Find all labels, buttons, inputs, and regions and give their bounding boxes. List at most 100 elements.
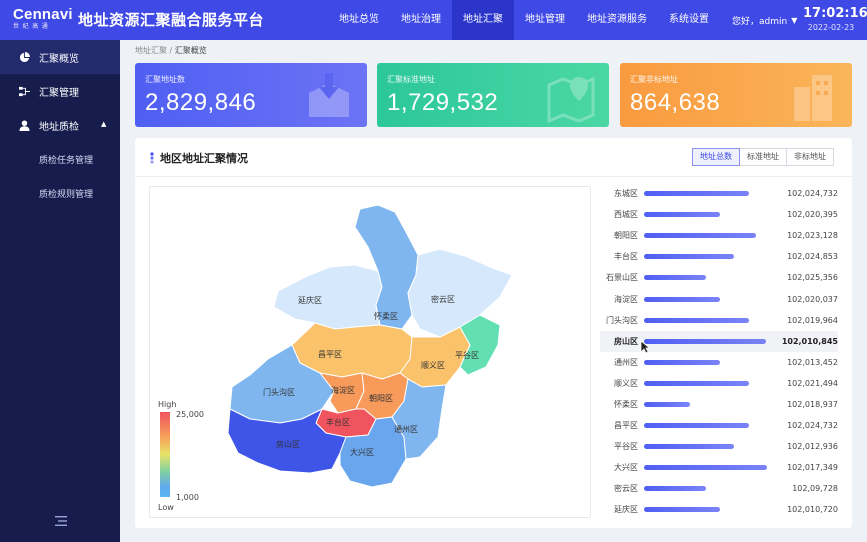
- ranking-bar: [644, 380, 749, 386]
- nav-address-aggregation[interactable]: 地址汇聚: [452, 0, 514, 40]
- legend-low-label: Low: [158, 503, 174, 512]
- beijing-map-svg: 延庆区 怀柔区 密云区 昌平区 顺义区 平谷区 门头沟区 海淀区 朝阳区 丰台区…: [227, 204, 513, 488]
- nav-system-settings[interactable]: 系统设置: [669, 14, 709, 25]
- sidebar-subitem-qc-rule-management[interactable]: 质检规则管理: [39, 189, 94, 200]
- ranking-district-name: 石景山区: [606, 273, 638, 283]
- ranking-row[interactable]: 东城区 102,024,732: [600, 183, 838, 204]
- stat-card-label: 汇聚地址数: [145, 75, 185, 84]
- tab-standard-addresses[interactable]: 标准地址: [739, 148, 787, 166]
- ranking-value: 102,020,395: [787, 210, 838, 220]
- ranking-row[interactable]: 石景山区 102,025,356: [600, 267, 838, 288]
- sidebar-item-label: 地址质检: [39, 121, 79, 133]
- district-daxing[interactable]: [339, 416, 407, 488]
- stat-card-nonstandard: 汇聚非标地址 864,638: [620, 63, 852, 127]
- ranking-row[interactable]: 海淀区 102,020,037: [600, 288, 838, 309]
- sidebar-item-aggregation-management[interactable]: 汇聚管理: [0, 74, 120, 108]
- ranking-value: 102,013,452: [787, 357, 838, 367]
- ranking-row[interactable]: 密云区 102,09,728: [600, 478, 838, 499]
- map-label-daxing: 大兴区: [350, 447, 374, 457]
- tab-total-addresses[interactable]: 地址总数: [692, 148, 740, 166]
- ranking-bar: [644, 465, 768, 471]
- map-pin-icon: [547, 76, 595, 123]
- map-label-pinggu: 平谷区: [455, 351, 479, 360]
- nav-address-overview[interactable]: 地址总览: [339, 14, 379, 25]
- panel-title: 地区地址汇聚情况: [150, 150, 248, 166]
- ranking-district-name: 平谷区: [614, 442, 638, 452]
- stat-card-value: 864,638: [630, 89, 721, 116]
- ranking-row[interactable]: 怀柔区 102,018,937: [600, 394, 838, 415]
- nav-address-management[interactable]: 地址管理: [525, 14, 565, 25]
- sidebar-item-address-qc[interactable]: 地址质检 ▲: [0, 108, 120, 142]
- ranking-row[interactable]: 昌平区 102,024,732: [600, 415, 838, 436]
- nav-address-resource-service[interactable]: 地址资源服务: [587, 14, 647, 25]
- ranking-row[interactable]: 房山区 102,010,845: [600, 330, 838, 352]
- map-label-mentougou: 门头沟区: [263, 387, 295, 397]
- user-icon: [19, 119, 30, 131]
- ranking-bar: [644, 423, 749, 429]
- stat-card-total: 汇聚地址数 2,829,846: [135, 63, 367, 127]
- ranking-district-name: 大兴区: [614, 463, 638, 473]
- ranking-district-name: 怀柔区: [614, 399, 638, 409]
- sidebar-item-aggregation-overview[interactable]: 汇聚概览: [0, 40, 120, 74]
- map-label-yanqing: 延庆区: [298, 295, 322, 305]
- legend-color-scale: [160, 412, 170, 497]
- ranking-bar: [644, 296, 720, 302]
- ranking-bar: [644, 275, 706, 281]
- stat-card-value: 1,729,532: [387, 89, 499, 116]
- ranking-value: 102,09,728: [792, 484, 838, 494]
- metric-tabs: 地址总数 标准地址 非标地址: [692, 148, 834, 166]
- clock-date: 2022-02-23: [807, 23, 855, 32]
- district-pinggu[interactable]: [459, 314, 501, 376]
- ranking-row[interactable]: 朝阳区 102,023,128: [600, 225, 838, 246]
- user-menu[interactable]: 您好，admin ▼: [732, 14, 797, 27]
- logo-text: Cennavi: [13, 6, 73, 23]
- ranking-bar: [644, 254, 734, 260]
- region-aggregation-panel: 地区地址汇聚情况 地址总数 标准地址 非标地址: [135, 138, 852, 528]
- ranking-row[interactable]: 大兴区 102,017,349: [600, 457, 838, 478]
- ranking-bar: [644, 486, 706, 492]
- ranking-bar: [644, 359, 720, 365]
- ranking-value: 102,024,853: [787, 252, 838, 262]
- ranking-value: 102,021,494: [787, 378, 838, 388]
- legend-min-value: 1,000: [176, 493, 199, 502]
- map-label-shunyi: 顺义区: [421, 361, 445, 370]
- top-nav: 地址总览 地址治理 地址汇聚 地址管理 地址资源服务 系统设置: [328, 0, 720, 40]
- sidebar-subitem-qc-task-management[interactable]: 质检任务管理: [39, 155, 94, 166]
- district-tongzhou[interactable]: [391, 378, 447, 460]
- ranking-district-name: 门头沟区: [606, 315, 638, 325]
- ranking-row[interactable]: 西城区 102,020,395: [600, 204, 838, 225]
- breadcrumb: 地址汇聚 / 汇聚概览: [135, 45, 207, 56]
- ranking-row[interactable]: 门头沟区 102,019,964: [600, 310, 838, 331]
- ranking-row[interactable]: 通州区 102,013,452: [600, 352, 838, 373]
- district-labels: 延庆区 怀柔区 密云区 昌平区 顺义区 平谷区 门头沟区 海淀区 朝阳区 丰台区…: [263, 294, 479, 457]
- map-label-changping: 昌平区: [318, 350, 342, 359]
- district-yanqing[interactable]: [273, 264, 383, 330]
- legend-max-value: 25,000: [176, 410, 204, 419]
- ranking-bar: [644, 212, 720, 218]
- sidebar-item-label: 汇聚概览: [39, 53, 79, 65]
- district-miyun[interactable]: [407, 248, 513, 338]
- ranking-bar: [644, 444, 734, 450]
- ranking-row[interactable]: 延庆区 102,010,720: [600, 499, 838, 520]
- ranking-bar: [644, 317, 749, 323]
- ranking-value: 102,012,936: [787, 442, 838, 452]
- title-marker-icon: [150, 152, 154, 164]
- ranking-row[interactable]: 平谷区 102,012,936: [600, 436, 838, 457]
- nav-address-governance[interactable]: 地址治理: [401, 14, 441, 25]
- breadcrumb-parent[interactable]: 地址汇聚: [135, 46, 167, 55]
- ranking-row[interactable]: 丰台区 102,024,853: [600, 246, 838, 267]
- panel-divider: [135, 176, 852, 177]
- breadcrumb-separator: /: [169, 46, 173, 55]
- sidebar: 汇聚概览 汇聚管理 地址质检 ▲ 质检任务管理 质检规则管理: [0, 40, 120, 542]
- stat-card-value: 2,829,846: [145, 89, 257, 116]
- map-label-fengtai: 丰台区: [326, 417, 350, 427]
- cennavi-logo[interactable]: Cennavi 世纪高通: [13, 6, 73, 34]
- ranking-district-name: 通州区: [614, 357, 638, 367]
- ranking-district-name: 丰台区: [614, 252, 638, 262]
- ranking-row[interactable]: 顺义区 102,021,494: [600, 373, 838, 394]
- ranking-district-name: 顺义区: [614, 378, 638, 388]
- ranking-value: 102,017,349: [787, 463, 838, 473]
- menu-collapse-icon[interactable]: [55, 516, 67, 526]
- tab-nonstandard-addresses[interactable]: 非标地址: [786, 148, 834, 166]
- ranking-bar: [644, 401, 691, 407]
